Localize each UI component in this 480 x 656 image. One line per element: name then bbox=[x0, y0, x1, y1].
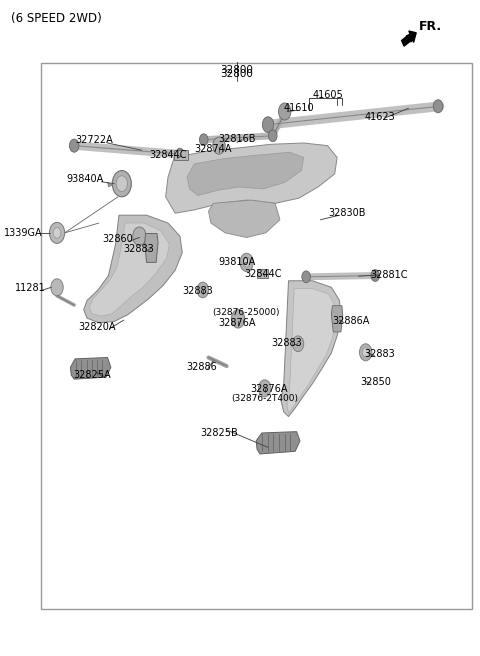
Text: 11281: 11281 bbox=[14, 283, 45, 293]
Polygon shape bbox=[166, 143, 337, 213]
Polygon shape bbox=[89, 223, 169, 316]
Text: 1339GA: 1339GA bbox=[4, 228, 43, 238]
Circle shape bbox=[360, 344, 372, 361]
Text: 32844C: 32844C bbox=[244, 268, 282, 279]
Polygon shape bbox=[144, 234, 158, 262]
Text: 32883: 32883 bbox=[183, 286, 214, 297]
FancyArrow shape bbox=[402, 31, 416, 46]
Text: 32722A: 32722A bbox=[75, 135, 113, 146]
Circle shape bbox=[259, 380, 271, 397]
Circle shape bbox=[278, 103, 291, 120]
Text: 32874A: 32874A bbox=[194, 144, 232, 154]
Circle shape bbox=[200, 134, 208, 146]
Polygon shape bbox=[71, 358, 111, 379]
Circle shape bbox=[268, 130, 277, 142]
Polygon shape bbox=[331, 306, 343, 332]
Circle shape bbox=[53, 228, 61, 238]
Text: 41623: 41623 bbox=[365, 112, 396, 122]
Circle shape bbox=[197, 282, 208, 298]
Polygon shape bbox=[108, 182, 112, 187]
Bar bbox=[257, 269, 267, 278]
Circle shape bbox=[231, 310, 245, 328]
Text: 93810A: 93810A bbox=[218, 256, 256, 267]
Text: (32876-25000): (32876-25000) bbox=[212, 308, 279, 317]
Polygon shape bbox=[208, 200, 280, 237]
Text: 32886: 32886 bbox=[186, 362, 217, 373]
Text: 32876A: 32876A bbox=[251, 384, 288, 394]
Text: 32883: 32883 bbox=[272, 338, 302, 348]
Bar bbox=[174, 150, 188, 160]
Circle shape bbox=[302, 271, 311, 283]
Circle shape bbox=[362, 348, 369, 357]
Circle shape bbox=[243, 258, 250, 267]
Circle shape bbox=[176, 148, 184, 160]
Text: 32800: 32800 bbox=[221, 65, 253, 75]
Text: 32883: 32883 bbox=[365, 349, 396, 359]
Circle shape bbox=[263, 117, 274, 133]
Bar bbox=[41, 63, 472, 609]
Polygon shape bbox=[84, 215, 182, 323]
Text: 32825B: 32825B bbox=[201, 428, 239, 438]
Circle shape bbox=[112, 171, 132, 197]
Text: 32860: 32860 bbox=[103, 234, 133, 244]
Circle shape bbox=[292, 336, 304, 352]
Text: 32800: 32800 bbox=[221, 69, 253, 79]
Polygon shape bbox=[256, 432, 300, 454]
Circle shape bbox=[116, 176, 128, 192]
Text: 32886A: 32886A bbox=[333, 316, 370, 327]
Circle shape bbox=[133, 227, 146, 245]
Text: (6 SPEED 2WD): (6 SPEED 2WD) bbox=[11, 12, 102, 25]
Text: 32876A: 32876A bbox=[218, 318, 256, 329]
Text: 32816B: 32816B bbox=[218, 134, 256, 144]
Text: 32825A: 32825A bbox=[73, 370, 111, 380]
Polygon shape bbox=[187, 152, 304, 195]
Polygon shape bbox=[281, 281, 341, 417]
Text: (32876-2T400): (32876-2T400) bbox=[231, 394, 298, 403]
Circle shape bbox=[240, 253, 253, 272]
Text: 32850: 32850 bbox=[361, 377, 392, 387]
Circle shape bbox=[433, 100, 443, 113]
Circle shape bbox=[213, 137, 225, 154]
Text: 32830B: 32830B bbox=[328, 208, 365, 218]
Circle shape bbox=[51, 279, 63, 296]
Polygon shape bbox=[287, 289, 336, 413]
Circle shape bbox=[371, 270, 380, 281]
Text: 41610: 41610 bbox=[284, 102, 314, 113]
Circle shape bbox=[70, 139, 79, 152]
Text: 41605: 41605 bbox=[312, 90, 343, 100]
Circle shape bbox=[49, 222, 65, 243]
Text: 32844C: 32844C bbox=[149, 150, 187, 161]
Text: 93840A: 93840A bbox=[66, 174, 103, 184]
Text: 32881C: 32881C bbox=[371, 270, 408, 280]
Text: FR.: FR. bbox=[419, 20, 442, 33]
Text: 32883: 32883 bbox=[123, 244, 154, 255]
Text: 32820A: 32820A bbox=[78, 321, 115, 332]
